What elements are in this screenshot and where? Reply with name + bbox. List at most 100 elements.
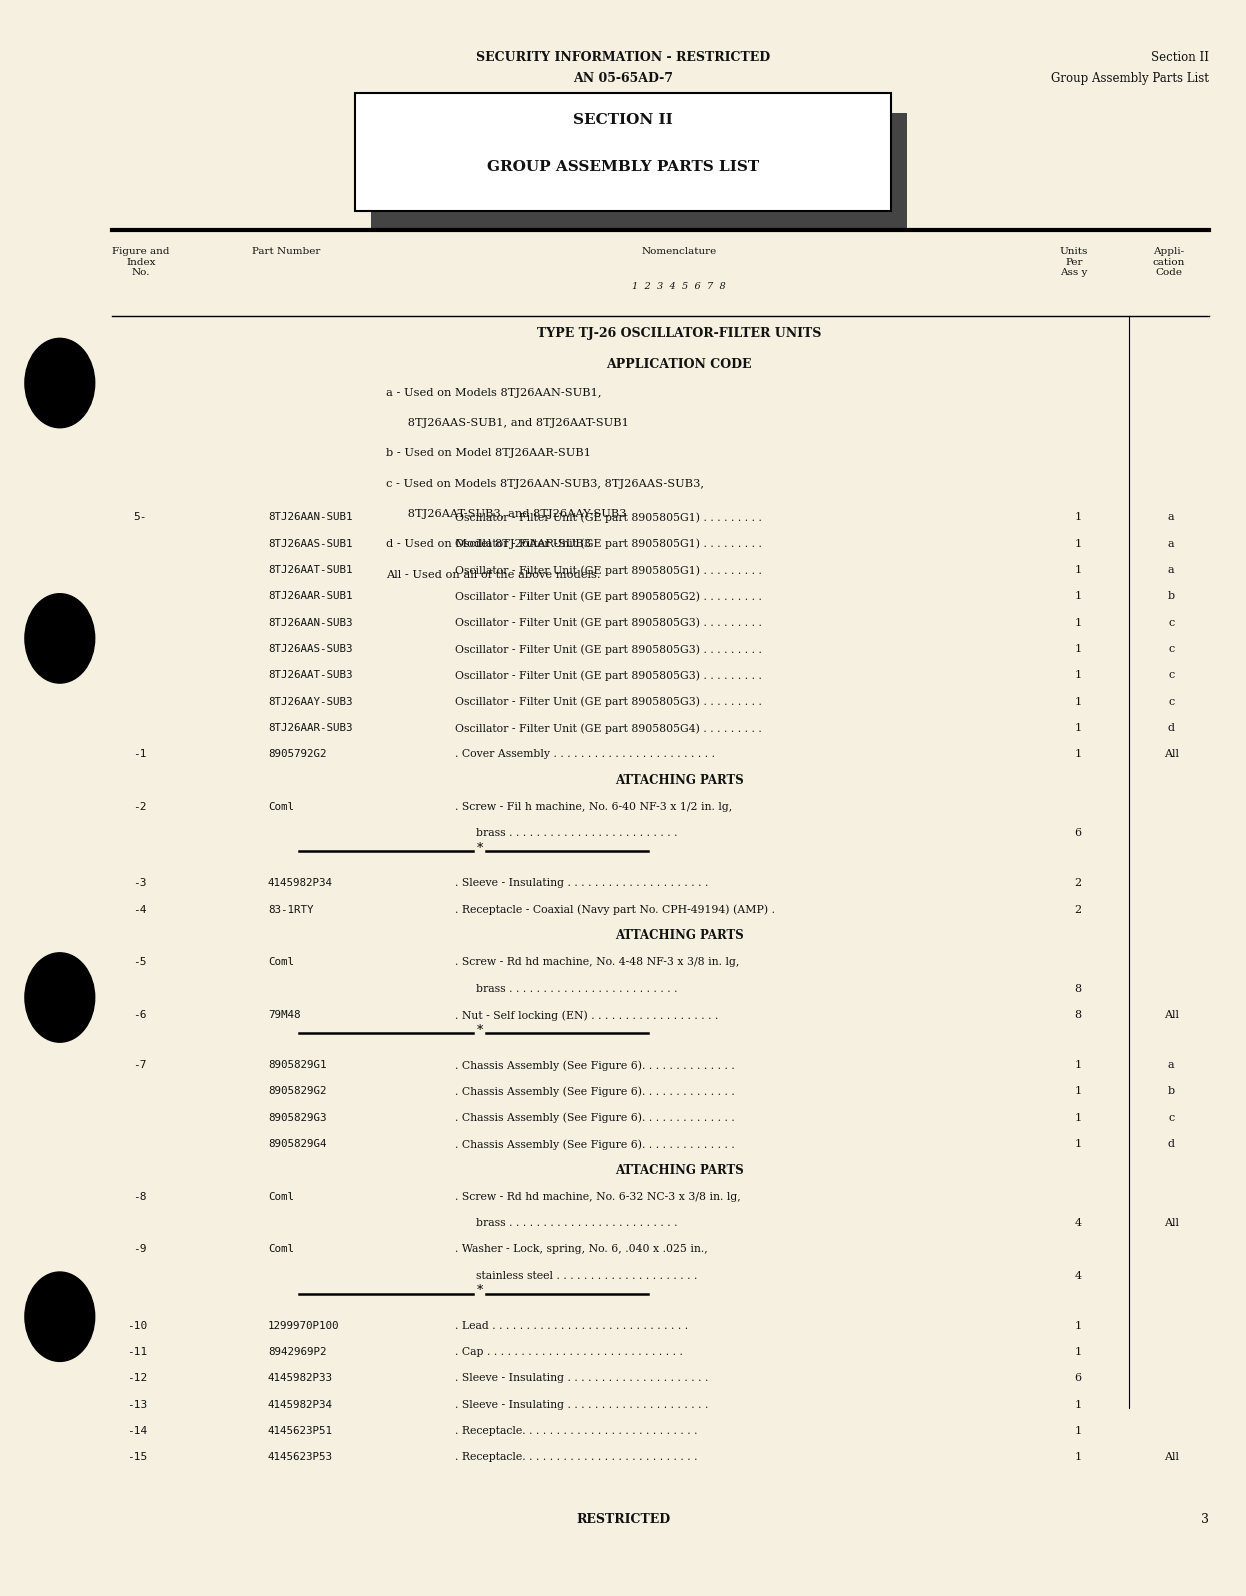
Text: 8TJ26AAR-SUB1: 8TJ26AAR-SUB1 — [268, 591, 353, 602]
Text: APPLICATION CODE: APPLICATION CODE — [607, 358, 751, 370]
Text: . Sleeve - Insulating . . . . . . . . . . . . . . . . . . . . .: . Sleeve - Insulating . . . . . . . . . … — [455, 1400, 708, 1409]
Text: 8TJ26AAS-SUB3: 8TJ26AAS-SUB3 — [268, 643, 353, 654]
Text: b: b — [1168, 591, 1175, 602]
Text: c: c — [1168, 696, 1175, 707]
Text: 1  2  3  4  5  6  7  8: 1 2 3 4 5 6 7 8 — [632, 282, 726, 292]
Text: . Chassis Assembly (See Figure 6). . . . . . . . . . . . . .: . Chassis Assembly (See Figure 6). . . .… — [455, 1087, 735, 1096]
Text: -14: -14 — [127, 1427, 147, 1436]
Text: a - Used on Models 8TJ26AAN-SUB1,: a - Used on Models 8TJ26AAN-SUB1, — [386, 388, 602, 397]
Text: Oscillator - Filter Unit (GE part 8905805G3) . . . . . . . . .: Oscillator - Filter Unit (GE part 890580… — [455, 618, 761, 629]
Text: d: d — [1168, 723, 1175, 733]
Text: Coml: Coml — [268, 801, 294, 812]
Text: -5: -5 — [133, 958, 147, 967]
Text: 8TJ26AAY-SUB3: 8TJ26AAY-SUB3 — [268, 696, 353, 707]
Text: Coml: Coml — [268, 1192, 294, 1202]
Text: 4145623P51: 4145623P51 — [268, 1427, 333, 1436]
Text: 1: 1 — [1074, 1321, 1082, 1331]
Text: Appli-
cation
Code: Appli- cation Code — [1153, 247, 1185, 278]
Text: 8905829G2: 8905829G2 — [268, 1087, 326, 1096]
Text: 8TJ26AAS-SUB1: 8TJ26AAS-SUB1 — [268, 538, 353, 549]
Text: 1: 1 — [1074, 1087, 1082, 1096]
Text: -12: -12 — [127, 1374, 147, 1384]
Text: 4145623P53: 4145623P53 — [268, 1452, 333, 1462]
Text: stainless steel . . . . . . . . . . . . . . . . . . . . .: stainless steel . . . . . . . . . . . . … — [455, 1270, 698, 1280]
Text: All: All — [1164, 1452, 1179, 1462]
Text: *: * — [476, 1285, 483, 1298]
Text: c: c — [1168, 618, 1175, 627]
Text: RESTRICTED: RESTRICTED — [576, 1513, 670, 1526]
Text: Oscillator - Filter Unit (GE part 8905805G3) . . . . . . . . .: Oscillator - Filter Unit (GE part 890580… — [455, 670, 761, 681]
Text: 1: 1 — [1074, 565, 1082, 575]
Text: 1299970P100: 1299970P100 — [268, 1321, 339, 1331]
Text: -1: -1 — [133, 749, 147, 760]
Text: -7: -7 — [133, 1060, 147, 1069]
Text: GROUP ASSEMBLY PARTS LIST: GROUP ASSEMBLY PARTS LIST — [487, 160, 759, 174]
Text: . Washer - Lock, spring, No. 6, .040 x .025 in.,: . Washer - Lock, spring, No. 6, .040 x .… — [455, 1245, 708, 1254]
Text: -4: -4 — [133, 905, 147, 915]
Text: 1: 1 — [1074, 1060, 1082, 1069]
Text: Group Assembly Parts List: Group Assembly Parts List — [1050, 72, 1209, 85]
Text: TYPE TJ-26 OSCILLATOR-FILTER UNITS: TYPE TJ-26 OSCILLATOR-FILTER UNITS — [537, 327, 821, 340]
Text: d: d — [1168, 1140, 1175, 1149]
Text: . Chassis Assembly (See Figure 6). . . . . . . . . . . . . .: . Chassis Assembly (See Figure 6). . . .… — [455, 1112, 735, 1124]
Text: 8942969P2: 8942969P2 — [268, 1347, 326, 1357]
Text: . Screw - Rd hd machine, No. 6-32 NC-3 x 3/8 in. lg,: . Screw - Rd hd machine, No. 6-32 NC-3 x… — [455, 1192, 740, 1202]
Text: b - Used on Model 8TJ26AAR-SUB1: b - Used on Model 8TJ26AAR-SUB1 — [386, 448, 592, 458]
Text: All: All — [1164, 749, 1179, 760]
Text: c: c — [1168, 643, 1175, 654]
Text: brass . . . . . . . . . . . . . . . . . . . . . . . . .: brass . . . . . . . . . . . . . . . . . … — [455, 983, 678, 994]
FancyBboxPatch shape — [355, 93, 891, 211]
Text: Units
Per
Ass y: Units Per Ass y — [1060, 247, 1088, 278]
Text: ATTACHING PARTS: ATTACHING PARTS — [614, 1163, 744, 1176]
Text: ATTACHING PARTS: ATTACHING PARTS — [614, 774, 744, 787]
Text: Oscillator - Filter Unit (GE part 8905805G1) . . . . . . . . .: Oscillator - Filter Unit (GE part 890580… — [455, 538, 761, 549]
Text: -9: -9 — [133, 1245, 147, 1254]
Text: 8905829G4: 8905829G4 — [268, 1140, 326, 1149]
Text: 1: 1 — [1074, 696, 1082, 707]
Text: 8905792G2: 8905792G2 — [268, 749, 326, 760]
Text: brass . . . . . . . . . . . . . . . . . . . . . . . . .: brass . . . . . . . . . . . . . . . . . … — [455, 828, 678, 838]
Text: . Screw - Rd hd machine, No. 4-48 NF-3 x 3/8 in. lg,: . Screw - Rd hd machine, No. 4-48 NF-3 x… — [455, 958, 739, 967]
Text: 1: 1 — [1074, 749, 1082, 760]
Text: . Sleeve - Insulating . . . . . . . . . . . . . . . . . . . . .: . Sleeve - Insulating . . . . . . . . . … — [455, 878, 708, 889]
Text: 8905829G3: 8905829G3 — [268, 1112, 326, 1122]
Text: All: All — [1164, 1218, 1179, 1227]
Text: -15: -15 — [127, 1452, 147, 1462]
Text: . Receptacle. . . . . . . . . . . . . . . . . . . . . . . . . .: . Receptacle. . . . . . . . . . . . . . … — [455, 1452, 698, 1462]
Text: c - Used on Models 8TJ26AAN-SUB3, 8TJ26AAS-SUB3,: c - Used on Models 8TJ26AAN-SUB3, 8TJ26A… — [386, 479, 704, 488]
Text: 6: 6 — [1074, 828, 1082, 838]
Circle shape — [25, 594, 95, 683]
Text: 8TJ26AAT-SUB3: 8TJ26AAT-SUB3 — [268, 670, 353, 680]
Text: 1: 1 — [1074, 512, 1082, 522]
Text: 8TJ26AAS-SUB1, and 8TJ26AAT-SUB1: 8TJ26AAS-SUB1, and 8TJ26AAT-SUB1 — [386, 418, 629, 428]
Text: a: a — [1168, 512, 1175, 522]
Text: -3: -3 — [133, 878, 147, 889]
Text: 4: 4 — [1074, 1218, 1082, 1227]
Text: 1: 1 — [1074, 670, 1082, 680]
Text: 1: 1 — [1074, 723, 1082, 733]
Text: Oscillator - Filter Unit (GE part 8905805G3) . . . . . . . . .: Oscillator - Filter Unit (GE part 890580… — [455, 643, 761, 654]
Text: c: c — [1168, 1112, 1175, 1122]
Text: SECTION II: SECTION II — [573, 113, 673, 128]
Text: 8TJ26AAT-SUB1: 8TJ26AAT-SUB1 — [268, 565, 353, 575]
Text: All - Used on all of the above models.: All - Used on all of the above models. — [386, 570, 601, 579]
Circle shape — [25, 338, 95, 428]
Text: brass . . . . . . . . . . . . . . . . . . . . . . . . .: brass . . . . . . . . . . . . . . . . . … — [455, 1218, 678, 1227]
Text: . Cover Assembly . . . . . . . . . . . . . . . . . . . . . . . .: . Cover Assembly . . . . . . . . . . . .… — [455, 749, 715, 760]
Text: Oscillator - Filter Unit (GE part 8905805G3) . . . . . . . . .: Oscillator - Filter Unit (GE part 890580… — [455, 696, 761, 707]
Text: *: * — [476, 1023, 483, 1036]
Text: Oscillator - Filter Unit (GE part 8905805G1) . . . . . . . . .: Oscillator - Filter Unit (GE part 890580… — [455, 565, 761, 576]
Text: SECURITY INFORMATION - RESTRICTED: SECURITY INFORMATION - RESTRICTED — [476, 51, 770, 64]
Text: 4145982P33: 4145982P33 — [268, 1374, 333, 1384]
Text: 1: 1 — [1074, 1112, 1082, 1122]
Text: Coml: Coml — [268, 958, 294, 967]
Text: 8TJ26AAN-SUB3: 8TJ26AAN-SUB3 — [268, 618, 353, 627]
Text: a: a — [1168, 1060, 1175, 1069]
Text: 1: 1 — [1074, 643, 1082, 654]
Text: 8905829G1: 8905829G1 — [268, 1060, 326, 1069]
Text: c: c — [1168, 670, 1175, 680]
Text: 2: 2 — [1074, 878, 1082, 889]
Circle shape — [25, 1272, 95, 1361]
FancyBboxPatch shape — [371, 113, 907, 231]
Text: 1: 1 — [1074, 538, 1082, 549]
